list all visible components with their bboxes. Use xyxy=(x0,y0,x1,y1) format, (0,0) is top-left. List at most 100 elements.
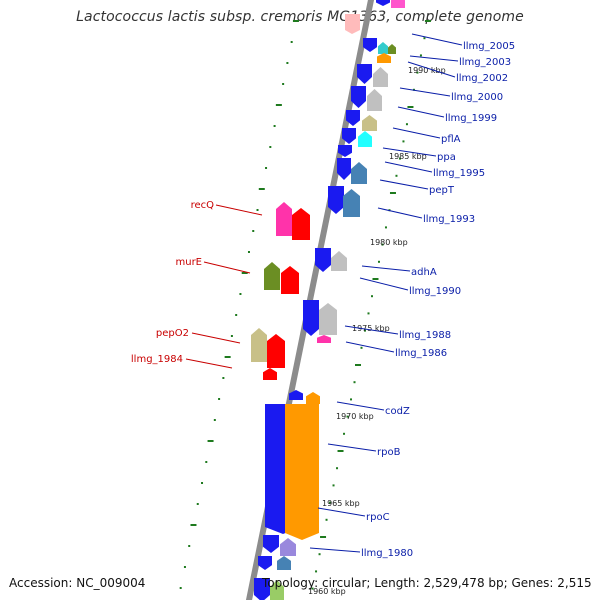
gene-label-llmg-1984: llmg_1984 xyxy=(131,354,183,365)
accession-text: Accession: NC_009004 xyxy=(9,576,146,590)
gene-label-llmg-1988: llmg_1988 xyxy=(399,330,451,341)
tick-mark xyxy=(269,146,272,148)
gene-label-rpoB: rpoB xyxy=(377,447,401,458)
gene-arrow xyxy=(270,580,284,600)
gene-arrow xyxy=(373,67,388,87)
tick-mark xyxy=(205,461,208,463)
kbp-label-1970: 1970 kbp xyxy=(336,412,374,421)
tick-mark xyxy=(381,243,384,246)
gene-arrow xyxy=(292,208,310,240)
tick-ring-outer xyxy=(179,20,299,589)
tick-mark xyxy=(395,174,398,177)
tick-mark xyxy=(282,83,285,85)
tick-mark xyxy=(337,450,344,452)
tick-mark xyxy=(315,570,318,573)
gene-arrow xyxy=(357,64,372,84)
tick-mark xyxy=(332,484,335,487)
tick-mark xyxy=(258,188,265,190)
gene-label-llmg-1990: llmg_1990 xyxy=(409,286,461,297)
tick-mark xyxy=(377,260,380,263)
gene-arrow xyxy=(331,251,347,271)
tick-mark xyxy=(213,419,216,421)
tick-mark xyxy=(407,106,414,108)
tick-mark xyxy=(218,398,221,400)
tick-mark xyxy=(424,20,431,22)
gene-label-pepO2: pepO2 xyxy=(156,328,189,339)
tick-mark xyxy=(275,104,282,106)
gene-label-rpoC: rpoC xyxy=(366,512,390,523)
tick-mark xyxy=(402,140,405,143)
gene-label-pepT: pepT xyxy=(429,185,455,196)
tick-mark xyxy=(183,566,186,568)
tick-mark xyxy=(367,312,370,315)
tick-mark xyxy=(290,41,293,43)
tick-mark xyxy=(292,20,299,22)
tick-mark xyxy=(196,503,199,505)
tick-mark xyxy=(416,71,419,74)
gene-arrow xyxy=(338,145,352,157)
gene-arrow xyxy=(388,44,396,54)
forward-strand-genes xyxy=(254,0,405,600)
gene-label-llmg-2000: llmg_2000 xyxy=(451,92,503,103)
gene-arrow xyxy=(289,390,303,400)
gene-arrow xyxy=(263,368,277,380)
gene-label-llmg-1995: llmg_1995 xyxy=(433,168,485,179)
reverse-leaders xyxy=(185,204,263,369)
tick-mark xyxy=(222,377,225,379)
gene-arrow xyxy=(391,0,405,8)
tick-mark xyxy=(320,536,327,538)
tick-mark xyxy=(239,293,242,295)
tick-mark xyxy=(207,440,214,442)
gene-fragment xyxy=(345,14,360,34)
gene-arrow xyxy=(362,115,377,131)
tick-mark xyxy=(350,398,353,401)
gene-arrow xyxy=(251,328,267,362)
gene-label-pflA: pflA xyxy=(441,134,461,145)
gene-arrow xyxy=(358,131,372,147)
forward-leaders xyxy=(309,33,463,553)
tick-mark xyxy=(201,482,204,484)
tick-mark xyxy=(353,381,356,384)
gene-arrow xyxy=(363,38,377,52)
topology-text: Topology: circular; Length: 2,529,478 bp… xyxy=(262,576,592,590)
gene-arrow xyxy=(317,335,331,343)
tick-mark xyxy=(336,467,339,470)
kbp-label-1960: 1960 kbp xyxy=(308,587,346,596)
tick-mark xyxy=(423,37,426,40)
tick-mark xyxy=(256,209,259,211)
gene-arrow xyxy=(264,262,280,290)
gene-arrow xyxy=(303,300,319,336)
gene-label-llmg-1980: llmg_1980 xyxy=(361,548,413,559)
tick-mark xyxy=(370,295,373,298)
tick-mark xyxy=(346,415,349,418)
tick-mark xyxy=(224,356,231,358)
tick-mark xyxy=(329,501,332,504)
gene-arrow xyxy=(276,202,292,236)
tick-mark xyxy=(188,545,191,547)
gene-label-llmg-2002: llmg_2002 xyxy=(456,73,508,84)
tick-mark xyxy=(247,251,250,253)
tick-mark xyxy=(318,553,321,556)
tick-mark xyxy=(286,62,289,64)
gene-arrow xyxy=(258,556,272,570)
tick-mark xyxy=(355,364,362,366)
gene-label-recQ: recQ xyxy=(191,200,215,211)
gene-label-adhA: adhA xyxy=(411,267,437,278)
gene-label-murE: murE xyxy=(175,257,202,268)
kbp-label-1975: 1975 kbp xyxy=(352,324,390,333)
gene-label-llmg-1999: llmg_1999 xyxy=(445,113,497,124)
gene-arrow xyxy=(342,128,356,144)
gene-arrow xyxy=(285,404,319,540)
reverse-strand-genes xyxy=(251,202,310,380)
gene-arrow xyxy=(263,535,279,553)
gene-arrow xyxy=(281,266,299,294)
map-title: Lactococcus lactis subsp. cremoris MG136… xyxy=(76,9,524,25)
tick-mark xyxy=(360,346,363,349)
kbp-label-1980: 1980 kbp xyxy=(370,238,408,247)
tick-mark xyxy=(179,587,182,589)
tick-mark xyxy=(372,278,379,280)
gene-label-codZ: codZ xyxy=(385,406,410,417)
gene-arrow xyxy=(280,538,296,556)
tick-mark xyxy=(311,587,314,590)
